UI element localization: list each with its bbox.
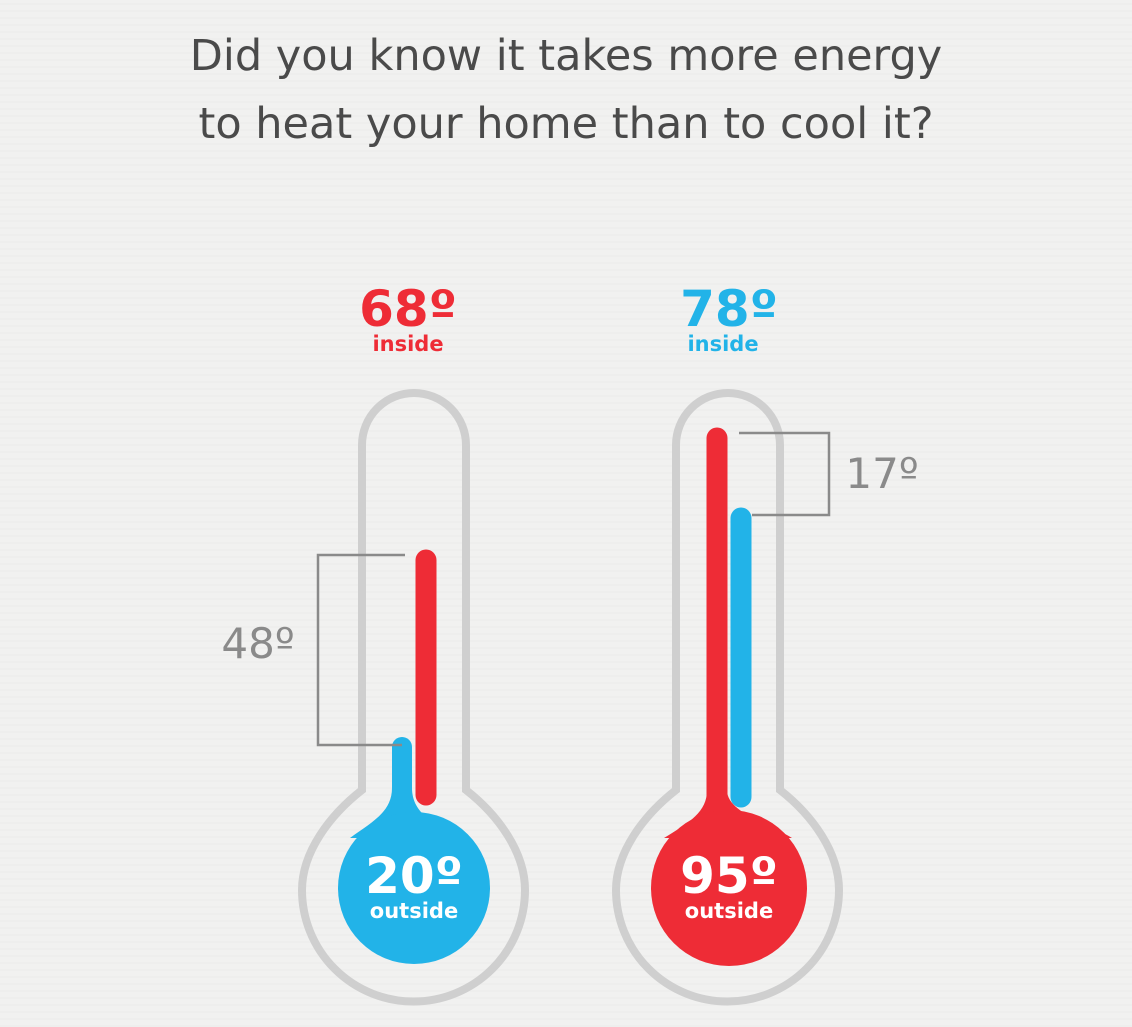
summer-thermometer-outline bbox=[611, 389, 844, 1006]
winter-inside-value: 68º bbox=[359, 280, 457, 338]
summer-difference-bracket bbox=[739, 431, 831, 517]
winter-outside-bulb bbox=[338, 812, 490, 964]
winter-thermometer-outline bbox=[297, 389, 530, 1006]
summer-difference-label: 17º bbox=[845, 449, 918, 498]
winter-thermometer: 48º 68º inside 20º outside bbox=[221, 280, 530, 1006]
summer-outside-value: 95º bbox=[680, 847, 778, 905]
summer-outside-bulb bbox=[651, 810, 807, 966]
summer-inside-label: inside bbox=[687, 332, 758, 356]
headline-line-1: Did you know it takes more energy bbox=[189, 31, 943, 81]
winter-outside-label: outside bbox=[370, 899, 458, 923]
winter-difference-label: 48º bbox=[221, 619, 294, 668]
headline: Did you know it takes more energy to hea… bbox=[0, 22, 1132, 158]
summer-thermometer: 17º 78º inside 95º outside bbox=[611, 280, 919, 1006]
winter-inside-label: inside bbox=[372, 332, 443, 356]
headline-line-2: to heat your home than to cool it? bbox=[198, 99, 934, 149]
summer-inside-value: 78º bbox=[680, 280, 778, 338]
summer-outside-label: outside bbox=[685, 899, 773, 923]
winter-difference-bracket bbox=[316, 553, 405, 747]
winter-outside-value: 20º bbox=[365, 847, 463, 905]
